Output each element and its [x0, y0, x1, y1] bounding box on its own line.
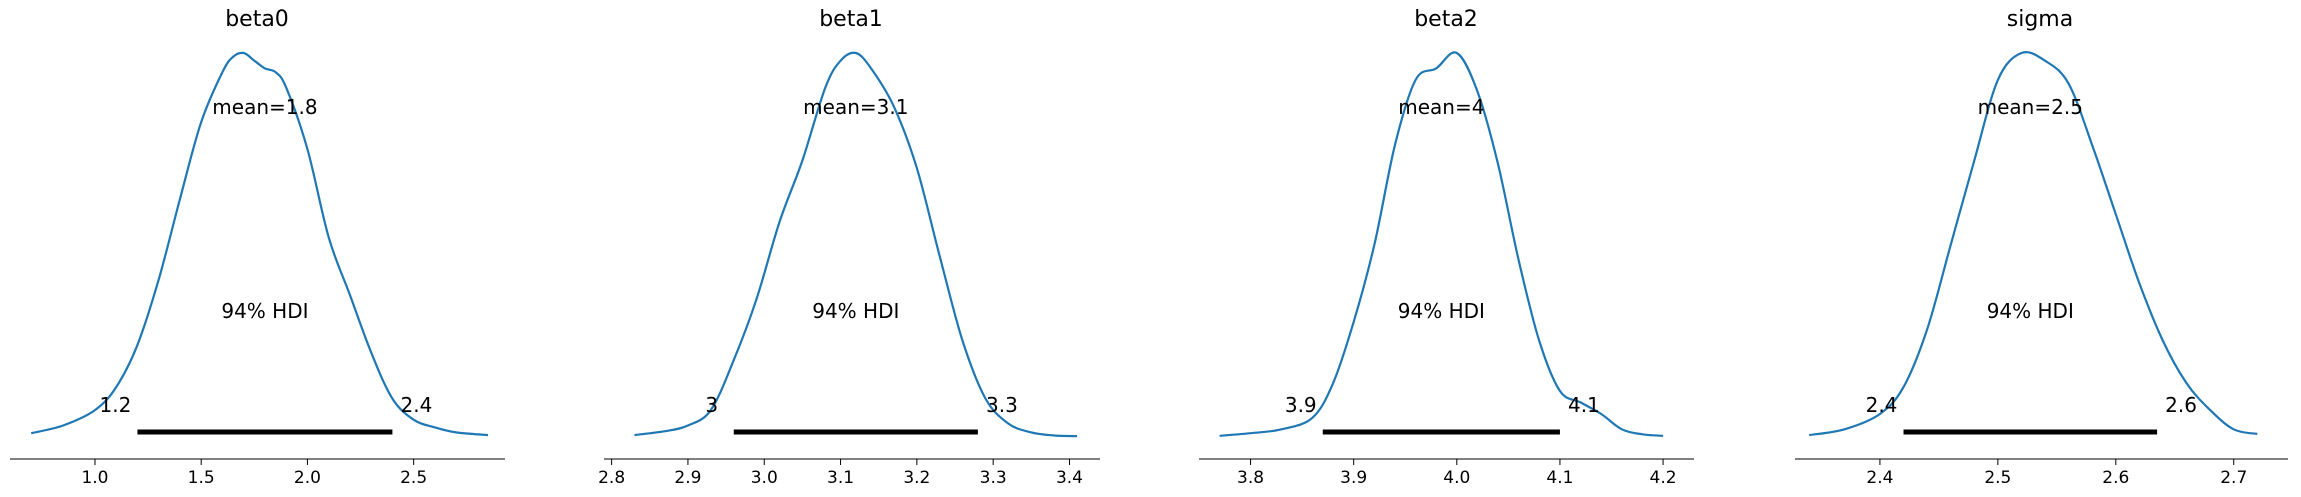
mean-label: mean=3.1 [803, 95, 908, 119]
hdi-label: 94% HDI [1398, 299, 1485, 323]
x-axis-ticks: 3.8 3.9 4.0 4.1 4.2 [1237, 459, 1677, 488]
x-tick-label: 2.4 [1866, 468, 1893, 488]
x-tick-label: 3.8 [1237, 468, 1264, 488]
panel-title: beta2 [1414, 7, 1478, 32]
x-tick-label: 3.3 [980, 468, 1007, 488]
density-curve [30, 51, 489, 437]
panel-title: sigma [2007, 7, 2073, 32]
x-tick-label: 2.5 [1984, 468, 2011, 488]
x-tick-label: 3.0 [751, 468, 778, 488]
x-axis-ticks: 2.8 2.9 3.0 3.1 3.2 3.3 3.4 [598, 459, 1083, 488]
x-tick-label: 2.7 [2220, 468, 2247, 488]
density-curve [634, 51, 1078, 438]
x-tick-label: 3.4 [1056, 468, 1083, 488]
panel-beta2: beta2 mean=4 94% HDI 3.9 4.1 3.8 3.9 4.0 4.… [1199, 7, 1694, 488]
x-tick-label: 4.0 [1443, 468, 1470, 488]
density-curve [1219, 51, 1664, 437]
x-tick-label: 3.2 [903, 468, 930, 488]
density-curve [1809, 51, 2258, 437]
hdi-high-label: 2.6 [2165, 393, 2197, 417]
mean-label: mean=4 [1398, 95, 1484, 119]
x-tick-label: 3.1 [827, 468, 854, 488]
panel-title: beta0 [225, 7, 289, 32]
hdi-low-label: 3.9 [1285, 393, 1317, 417]
x-tick-label: 3.9 [1340, 468, 1367, 488]
x-tick-label: 2.5 [400, 468, 427, 488]
mean-label: mean=2.5 [1978, 95, 2083, 119]
x-tick-label: 4.1 [1546, 468, 1573, 488]
x-tick-label: 1.0 [81, 468, 108, 488]
x-tick-label: 2.6 [2102, 468, 2129, 488]
panel-sigma: sigma mean=2.5 94% HDI 2.4 2.6 2.4 2.5 2.6… [1795, 7, 2288, 488]
hdi-low-label: 3 [705, 393, 718, 417]
hdi-label: 94% HDI [812, 299, 899, 323]
hdi-high-label: 4.1 [1568, 393, 1600, 417]
x-tick-label: 2.8 [598, 468, 625, 488]
x-tick-label: 4.2 [1650, 468, 1677, 488]
x-tick-label: 2.9 [674, 468, 701, 488]
hdi-high-label: 3.3 [986, 393, 1018, 417]
mean-label: mean=1.8 [212, 95, 317, 119]
hdi-low-label: 2.4 [1866, 393, 1898, 417]
x-tick-label: 2.0 [294, 468, 321, 488]
hdi-label: 94% HDI [1987, 299, 2074, 323]
panel-beta1: beta1 mean=3.1 94% HDI 3 3.3 2.8 2.9 3.0 3.… [598, 7, 1100, 488]
x-tick-label: 1.5 [188, 468, 215, 488]
panel-title: beta1 [819, 7, 883, 32]
hdi-label: 94% HDI [221, 299, 308, 323]
hdi-high-label: 2.4 [400, 393, 432, 417]
x-axis-ticks: 2.4 2.5 2.6 2.7 [1866, 459, 2247, 488]
panel-beta0: beta0 mean=1.8 94% HDI 1.2 2.4 1.0 1.5 2.0… [10, 7, 505, 488]
x-axis-ticks: 1.0 1.5 2.0 2.5 [81, 459, 427, 488]
hdi-low-label: 1.2 [100, 393, 132, 417]
